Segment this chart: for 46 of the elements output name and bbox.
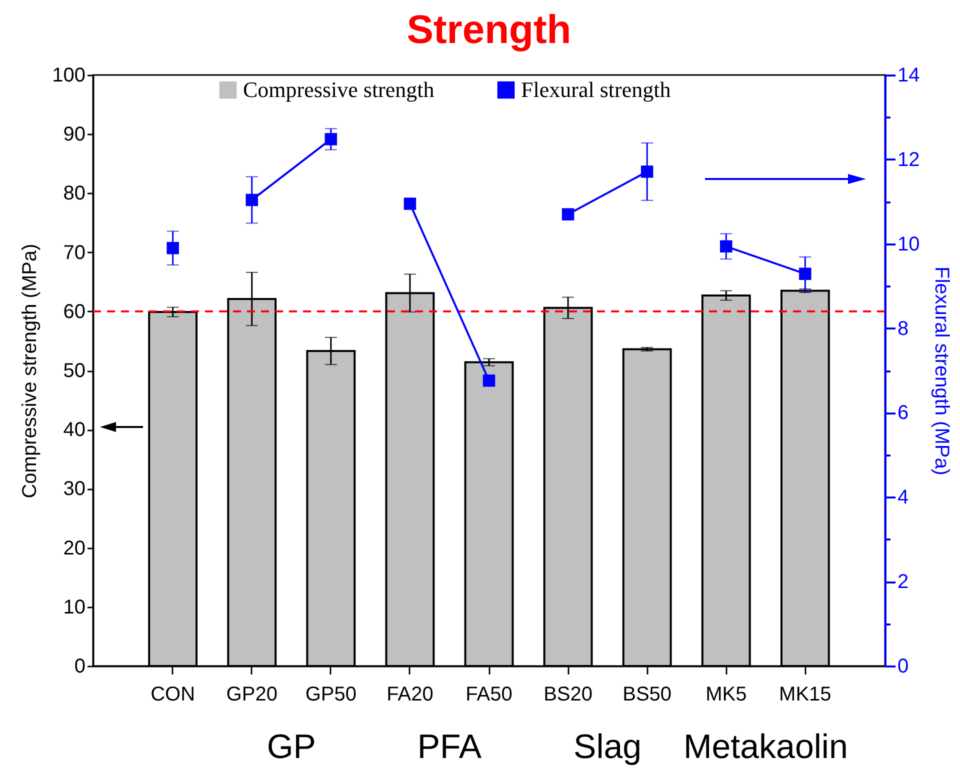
text: Slag <box>574 728 642 766</box>
x-tick-label: GP20 <box>226 684 278 706</box>
point <box>562 208 574 220</box>
point <box>324 133 338 146</box>
y-tick-label: 30 <box>63 478 86 500</box>
y2-tick-label: 10 <box>898 233 920 256</box>
y2-tick-label: 14 <box>898 64 920 86</box>
x-tick-label: GP50 <box>305 684 356 706</box>
y-tick-label: 60 <box>63 300 86 323</box>
y-tick-label: 50 <box>63 360 86 382</box>
legend-label: Flexural strength <box>521 77 671 102</box>
y-tick-label: 100 <box>52 64 86 86</box>
legend-label: Compressive strength <box>243 77 434 102</box>
y-tick-label: 40 <box>63 419 86 442</box>
point <box>720 240 732 253</box>
point <box>404 198 416 210</box>
y-tick-label: 80 <box>63 182 86 205</box>
point <box>482 374 496 387</box>
text: Metakaolin <box>683 728 848 766</box>
x-tick-label: BS20 <box>544 684 593 706</box>
x-tick-label: FA50 <box>466 684 512 706</box>
y2-tick-label: 8 <box>898 318 909 340</box>
x-tick-label: MK5 <box>706 684 747 706</box>
point <box>799 268 812 280</box>
y-tick-label: 70 <box>63 242 86 264</box>
text: PFA <box>417 728 482 766</box>
text: GP <box>266 728 316 766</box>
y-tick-label: 0 <box>74 656 86 678</box>
y2-tick-label: 6 <box>898 402 909 424</box>
x-tick-label: CON <box>150 684 196 706</box>
y-tick-label: 10 <box>63 596 86 618</box>
x-tick-label: BS50 <box>622 684 672 706</box>
y-tick-label: 20 <box>63 537 86 560</box>
y2-tick-label: 12 <box>898 148 920 171</box>
y2-tick-label: 2 <box>898 571 909 594</box>
y-axis-title: Compressive strength (MPa) <box>19 244 42 498</box>
point <box>640 166 654 178</box>
y2-axis-title: Flexural strength (MPa) <box>930 266 953 476</box>
x-tick-label: MK15 <box>779 684 832 706</box>
y2-tick-label: 0 <box>898 656 909 678</box>
chart-title: Strength <box>406 8 572 52</box>
y-tick-label: 90 <box>63 124 86 146</box>
point <box>246 194 258 206</box>
x-tick-label: FA20 <box>386 684 434 706</box>
y2-tick-label: 4 <box>898 486 909 509</box>
point <box>166 242 179 254</box>
